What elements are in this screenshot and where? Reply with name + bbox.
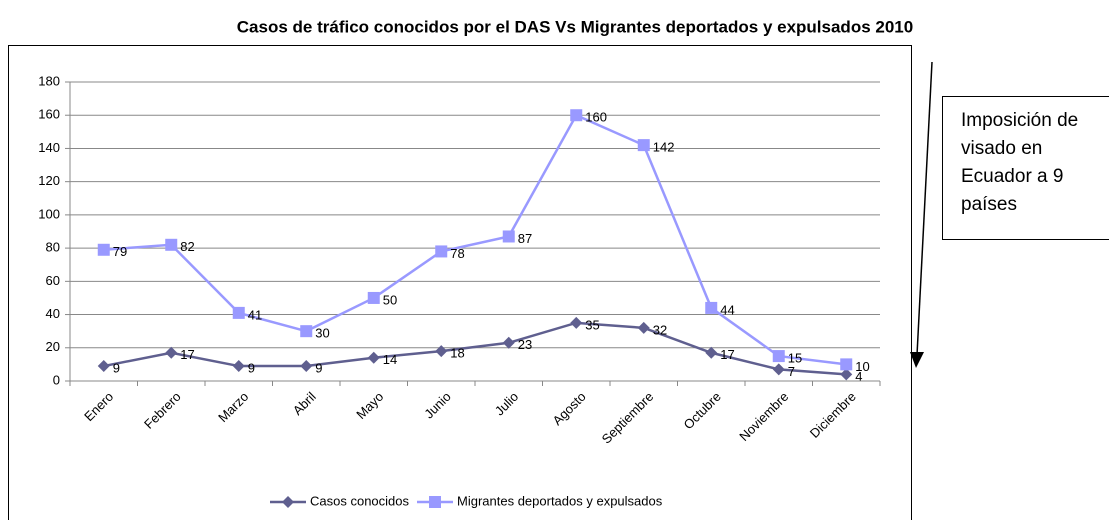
data-label: 10 [855, 359, 869, 374]
data-label: 160 [585, 110, 607, 125]
legend-marker [282, 496, 294, 508]
data-label: 32 [653, 322, 667, 337]
line [103, 113, 847, 366]
marker [367, 351, 380, 364]
x-tick-label: Marzo [215, 389, 251, 425]
arrow [916, 61, 933, 356]
legend-label: Casos conocidos [310, 493, 409, 508]
x-tick-label: Septiembre [599, 389, 657, 447]
data-label: 15 [788, 351, 802, 366]
marker [502, 230, 515, 243]
data-label: 9 [315, 360, 322, 375]
y-tick-label: 80 [46, 240, 60, 255]
y-tick-label: 180 [38, 73, 60, 88]
marker [300, 360, 313, 373]
data-label: 44 [720, 302, 734, 317]
marker [772, 363, 785, 376]
line [103, 321, 847, 376]
data-label: 50 [383, 292, 397, 307]
data-label: 14 [383, 352, 397, 367]
x-tick-label: Mayo [353, 389, 386, 422]
marker [97, 243, 110, 256]
x-tick-label: Abril [290, 389, 319, 418]
x-tick-label: Febrero [141, 389, 184, 432]
x-tick-label: Noviembre [736, 389, 791, 444]
marker [97, 360, 110, 373]
marker [232, 306, 245, 319]
x-tick-label: Diciembre [807, 389, 859, 441]
y-tick-label: 20 [46, 339, 60, 354]
data-label: 17 [720, 347, 734, 362]
data-label: 30 [315, 326, 329, 341]
data-label: 82 [180, 239, 194, 254]
y-tick-label: 60 [46, 273, 60, 288]
data-label: 9 [248, 360, 255, 375]
data-label: 9 [113, 360, 120, 375]
data-label: 18 [450, 346, 464, 361]
x-tick-label: Octubre [680, 389, 723, 432]
marker [637, 321, 650, 334]
data-label: 78 [450, 246, 464, 261]
marker [165, 346, 178, 359]
marker [165, 238, 178, 251]
x-tick-label: Junio [421, 389, 454, 422]
y-tick-label: 0 [53, 372, 60, 387]
data-label: 7 [788, 364, 795, 379]
marker [435, 345, 448, 358]
marker [772, 350, 785, 363]
legend-marker [429, 496, 441, 508]
data-label: 4 [855, 369, 862, 384]
data-label: 142 [653, 140, 675, 155]
marker [637, 139, 650, 152]
data-label: 35 [585, 317, 599, 332]
x-tick-label: Agosto [550, 389, 589, 428]
y-tick-label: 120 [38, 173, 60, 188]
y-tick-label: 160 [38, 107, 60, 122]
legend-label: Migrantes deportados y expulsados [457, 493, 663, 508]
marker [840, 358, 853, 371]
y-tick-label: 140 [38, 140, 60, 155]
data-label: 79 [113, 244, 127, 259]
chart-title: Casos de tráfico conocidos por el DAS Vs… [237, 17, 913, 36]
data-label: 87 [518, 231, 532, 246]
marker [300, 325, 313, 338]
x-tick-label: Enero [81, 389, 116, 424]
chart-border [8, 45, 912, 520]
marker [570, 109, 583, 122]
marker [840, 368, 853, 381]
marker [705, 301, 718, 314]
data-label: 41 [248, 307, 262, 322]
marker [367, 291, 380, 304]
data-label: 23 [518, 337, 532, 352]
data-label: 17 [180, 347, 194, 362]
marker [232, 360, 245, 373]
marker [705, 346, 718, 359]
y-tick-label: 40 [46, 306, 60, 321]
arrow-head [910, 352, 924, 368]
annotation: Imposición de visado en Ecuador a 9 país… [942, 96, 1109, 240]
x-tick-label: Julio [492, 389, 522, 419]
marker [435, 245, 448, 258]
marker [502, 336, 515, 349]
y-tick-label: 100 [38, 206, 60, 221]
marker [570, 316, 583, 329]
